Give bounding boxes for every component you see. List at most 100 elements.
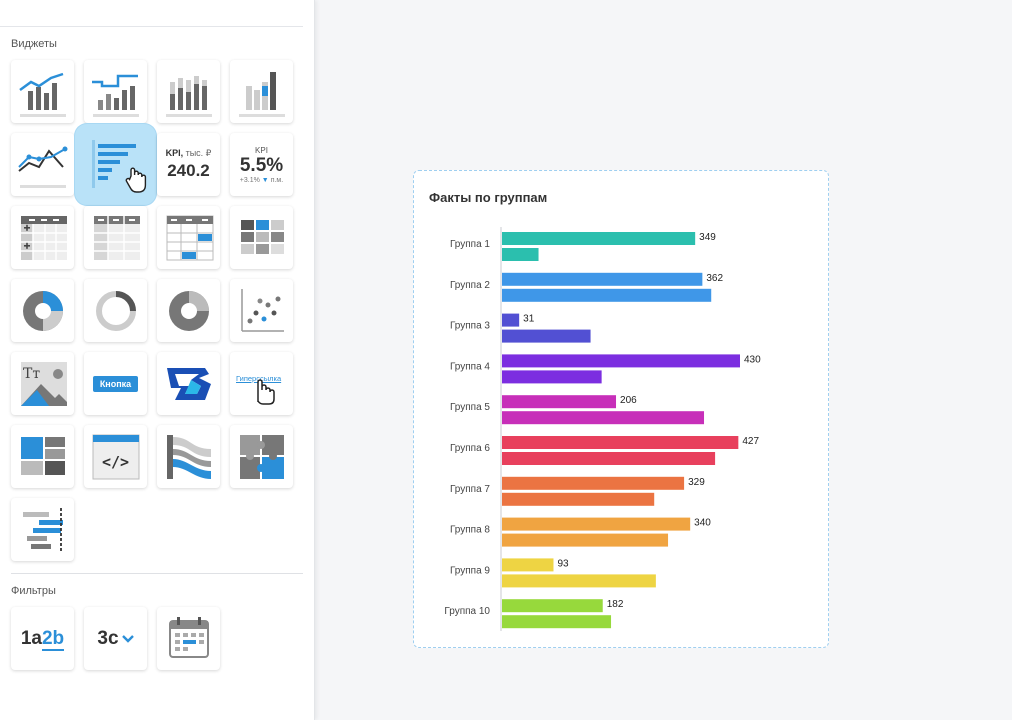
bar-value-label: 206	[620, 395, 637, 406]
pivot-table-tile[interactable]	[11, 206, 74, 269]
logo-tile[interactable]	[157, 352, 220, 415]
dropdown-filter-text: 3c	[97, 627, 119, 649]
kpi-percent-value: 5.5%	[239, 154, 284, 176]
bar[interactable]	[502, 533, 669, 547]
filters-section-title: Фильтры	[11, 585, 56, 597]
text-filter-tile[interactable]: 1a2b	[11, 607, 74, 670]
bar[interactable]	[502, 272, 703, 286]
layout-tile[interactable]	[11, 425, 74, 488]
text-filter-b: 2b	[41, 627, 65, 651]
gantt-chart-tile[interactable]	[11, 498, 74, 561]
gauge-pie-tile[interactable]	[157, 279, 220, 342]
layout-icon	[20, 436, 65, 475]
text-image-tile[interactable]: Tт	[11, 352, 74, 415]
pie-chart-icon	[22, 290, 63, 331]
step-line-bar-icon	[91, 74, 139, 117]
sankey-icon	[166, 434, 211, 479]
puzzle-tile[interactable]	[230, 425, 293, 488]
horizontal-bar-chart: Группа 1 349 Группа 2 362 Группа 3 31 Группа 4…	[444, 227, 761, 631]
scatter-plot-tile[interactable]	[230, 279, 293, 342]
hand-cursor-icon	[125, 167, 147, 193]
dropdown-filter-icon: 3c	[97, 627, 134, 650]
bar[interactable]	[502, 313, 520, 327]
code-embed-icon: </>	[92, 434, 139, 479]
gauge-pie-icon	[168, 290, 209, 331]
chevron-down-icon	[121, 634, 134, 643]
hyperlink-tile[interactable]: Гиперссылка	[230, 352, 293, 415]
bar[interactable]	[502, 232, 696, 245]
kpi-percent-label: KPI	[255, 145, 268, 155]
code-embed-tile[interactable]: </>	[84, 425, 147, 488]
text-filter-icon: 1a2b	[20, 627, 65, 651]
bar-value-label: 349	[699, 232, 716, 243]
bar[interactable]	[502, 615, 612, 629]
bar[interactable]	[502, 288, 712, 302]
line-chart-icon	[17, 146, 67, 188]
bar[interactable]	[502, 476, 685, 490]
step-line-bar-tile[interactable]	[84, 60, 147, 123]
kpi-number-tile[interactable]: KPI, тыс. ₽ 240.2	[157, 133, 220, 196]
hyperlink-preview: Гиперссылка	[236, 374, 282, 383]
category-label: Группа 8	[450, 525, 490, 536]
bar[interactable]	[502, 452, 716, 465]
heatmap-tile[interactable]	[230, 206, 293, 269]
bar-value-label: 340	[694, 518, 711, 529]
chart-title: Факты по группам	[429, 190, 548, 205]
chart-widget-card[interactable]: Факты по группам Группа 1 349 Группа 2 362 Г…	[413, 170, 829, 648]
bar[interactable]	[502, 248, 539, 261]
line-bar-combo-icon	[18, 72, 66, 117]
widgets-section-title: Виджеты	[11, 38, 57, 50]
bar[interactable]	[502, 517, 691, 531]
bar-value-label: 430	[744, 354, 761, 365]
bar-value-label: 427	[742, 436, 759, 447]
stacked-bar-tile[interactable]	[230, 60, 293, 123]
sankey-tile[interactable]	[157, 425, 220, 488]
bar[interactable]	[502, 436, 739, 449]
table-tile[interactable]	[84, 206, 147, 269]
logo-icon	[166, 367, 211, 400]
widgets-sidebar: Виджеты	[0, 0, 315, 720]
text-filter-a: 1a	[20, 627, 42, 649]
bar[interactable]	[502, 329, 591, 343]
table-highlight-icon	[166, 215, 213, 260]
pointer-hand-icon	[257, 379, 275, 405]
bar-value-label: 31	[523, 314, 535, 325]
bar[interactable]	[502, 370, 602, 384]
bar-chart-tile[interactable]	[157, 60, 220, 123]
down-triangle-icon: ▼	[261, 176, 269, 184]
line-bar-combo-tile[interactable]	[11, 60, 74, 123]
kpi-period: п.м.	[270, 176, 284, 184]
bar[interactable]	[502, 395, 617, 409]
kpi-percent-tile[interactable]: KPI 5.5% +3.1% ▼ п.м.	[230, 133, 293, 196]
donut-chart-tile[interactable]	[84, 279, 147, 342]
horizontal-bar-chart-tile[interactable]	[75, 124, 156, 205]
table-highlight-tile[interactable]	[157, 206, 220, 269]
calendar-filter-tile[interactable]	[157, 607, 220, 670]
category-label: Группа 4	[450, 361, 490, 372]
button-preview: Кнопка	[92, 375, 139, 392]
bar[interactable]	[502, 354, 740, 368]
bar[interactable]	[502, 492, 655, 506]
stacked-bar-icon	[238, 71, 285, 117]
bar-value-label: 329	[688, 477, 705, 488]
bar[interactable]	[502, 411, 705, 425]
bar[interactable]	[502, 574, 656, 588]
bar[interactable]	[502, 558, 554, 572]
puzzle-icon	[239, 434, 284, 479]
kpi-label: KPI,	[165, 148, 184, 158]
kpi-number-icon: KPI, тыс. ₽ 240.2	[157, 148, 220, 181]
category-label: Группа 10	[444, 606, 490, 617]
bar[interactable]	[502, 599, 603, 613]
category-label: Группа 6	[450, 443, 490, 454]
category-label: Группа 5	[450, 402, 490, 413]
pie-chart-tile[interactable]	[11, 279, 74, 342]
category-label: Группа 1	[450, 239, 490, 250]
gantt-chart-icon	[22, 507, 63, 552]
bar-value-label: 93	[557, 558, 569, 569]
kpi-value: 240.2	[167, 161, 210, 180]
button-tile[interactable]: Кнопка	[84, 352, 147, 415]
pivot-table-icon	[20, 215, 67, 260]
dropdown-filter-tile[interactable]: 3c	[84, 607, 147, 670]
calendar-icon	[168, 616, 209, 658]
line-chart-tile[interactable]	[11, 133, 74, 196]
